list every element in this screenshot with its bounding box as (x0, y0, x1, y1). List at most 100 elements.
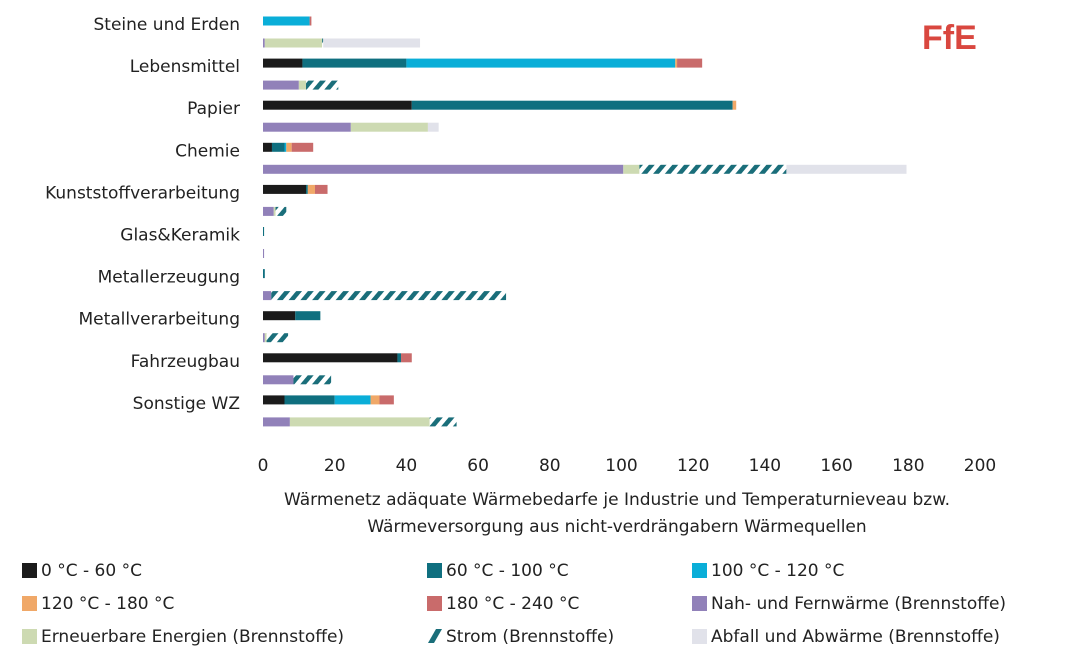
bar-segment (271, 142, 285, 152)
bar-segment (350, 122, 428, 132)
bar-segment (298, 80, 307, 90)
bar-segment (291, 142, 314, 152)
bar-segment (263, 38, 265, 48)
bar-segment (263, 311, 296, 321)
category-label: Sonstige WZ (133, 394, 240, 414)
bar-segment (306, 80, 339, 90)
legend-swatch (22, 563, 37, 578)
bar-segment (322, 38, 324, 48)
bar-segment (293, 375, 332, 385)
legend-label: Abfall und Abwärme (Brennstoffe) (711, 627, 1000, 647)
legend-label: 120 °C - 180 °C (41, 594, 174, 614)
category-label: Papier (187, 99, 240, 119)
category-label: Lebensmittel (130, 57, 240, 77)
category-label: Steine und Erden (94, 15, 240, 35)
legend-label: 0 °C - 60 °C (41, 561, 142, 581)
bar-segment (263, 184, 307, 194)
bar-segment (370, 395, 380, 405)
bar-segment (334, 395, 371, 405)
x-tick-label: 180 (892, 456, 924, 476)
bar-segment (271, 291, 507, 301)
bar-segment (307, 184, 315, 194)
category-label: Fahrzeugbau (131, 352, 240, 372)
bar-segment (675, 58, 678, 68)
category-label: Metallverarbeitung (78, 310, 240, 330)
legend-swatch (428, 629, 442, 643)
legend-swatch (22, 629, 37, 644)
bar-segment (309, 16, 312, 26)
bar-segment (639, 164, 787, 174)
legend-swatch (692, 629, 707, 644)
bar-segment (397, 353, 402, 363)
x-axis-label: Wärmenetz adäquate Wärmebedarfe je Indus… (284, 490, 950, 510)
x-tick-label: 60 (467, 456, 489, 476)
legend-swatch (427, 563, 442, 578)
bar-segment (314, 184, 328, 194)
bar-segment (266, 333, 289, 343)
bar-segment (295, 311, 321, 321)
category-label: Kunststoffverarbeitung (45, 183, 240, 203)
bar-segment (263, 333, 265, 343)
x-tick-label: 40 (396, 456, 418, 476)
bar-segment (429, 417, 457, 427)
bar-segment (379, 395, 394, 405)
logo: FfE (922, 19, 977, 57)
x-tick-label: 20 (324, 456, 346, 476)
bar-segment (623, 164, 640, 174)
bar-segment (263, 291, 272, 301)
legend-label: 60 °C - 100 °C (446, 561, 569, 581)
legend-label: 100 °C - 120 °C (711, 561, 844, 581)
bar-segment (263, 100, 412, 110)
bar-segment (306, 184, 308, 194)
bar-segment (263, 142, 272, 152)
bar-segment (263, 227, 265, 236)
bar-segment (284, 142, 287, 152)
legend-swatch (692, 596, 707, 611)
category-label: Glas&Keramik (120, 226, 240, 246)
bar-segment (263, 269, 265, 279)
bar-segment (786, 164, 907, 174)
bar-segment (263, 206, 274, 216)
legend-swatch (692, 563, 707, 578)
bar-segment (302, 58, 407, 68)
legend-swatch (427, 596, 442, 611)
category-label: Chemie (175, 141, 240, 161)
bar-segment (263, 417, 290, 427)
bar-segment (284, 395, 335, 405)
bar-segment (732, 100, 737, 110)
legend-label: Strom (Brennstoffe) (446, 627, 614, 647)
bar-segment (263, 395, 285, 405)
x-tick-label: 160 (820, 456, 852, 476)
legend-label: Nah- und Fernwärme (Brennstoffe) (711, 594, 1006, 614)
bar-segment (263, 375, 294, 385)
legend-swatch (22, 596, 37, 611)
bar-segment (275, 206, 287, 216)
bar-segment (323, 38, 421, 48)
x-tick-label: 200 (964, 456, 996, 476)
bar-segment (263, 249, 265, 258)
bar-segment (286, 142, 292, 152)
x-tick-label: 0 (258, 456, 269, 476)
category-label: Metallerzeugung (98, 268, 240, 288)
bar-segment (264, 38, 323, 48)
legend-label: Erneuerbare Energien (Brennstoffe) (41, 627, 344, 647)
bar-segment (263, 80, 299, 90)
bar-segment (401, 353, 412, 363)
bar-segment (411, 100, 733, 110)
bar-segment (273, 206, 276, 216)
bar-segment (427, 122, 439, 132)
bar-segment (677, 58, 703, 68)
x-tick-label: 120 (677, 456, 709, 476)
x-axis-label: Wärmeversorgung aus nicht-verdrängabern … (367, 517, 866, 537)
legend-label: 180 °C - 240 °C (446, 594, 579, 614)
x-tick-label: 140 (749, 456, 781, 476)
bar-segment (263, 122, 351, 132)
bar-segment (263, 58, 303, 68)
bar-segment (289, 417, 430, 427)
bar-segment (263, 164, 624, 174)
bar-segment (406, 58, 676, 68)
x-tick-label: 100 (605, 456, 637, 476)
bar-segment (263, 353, 398, 363)
x-tick-label: 80 (539, 456, 561, 476)
